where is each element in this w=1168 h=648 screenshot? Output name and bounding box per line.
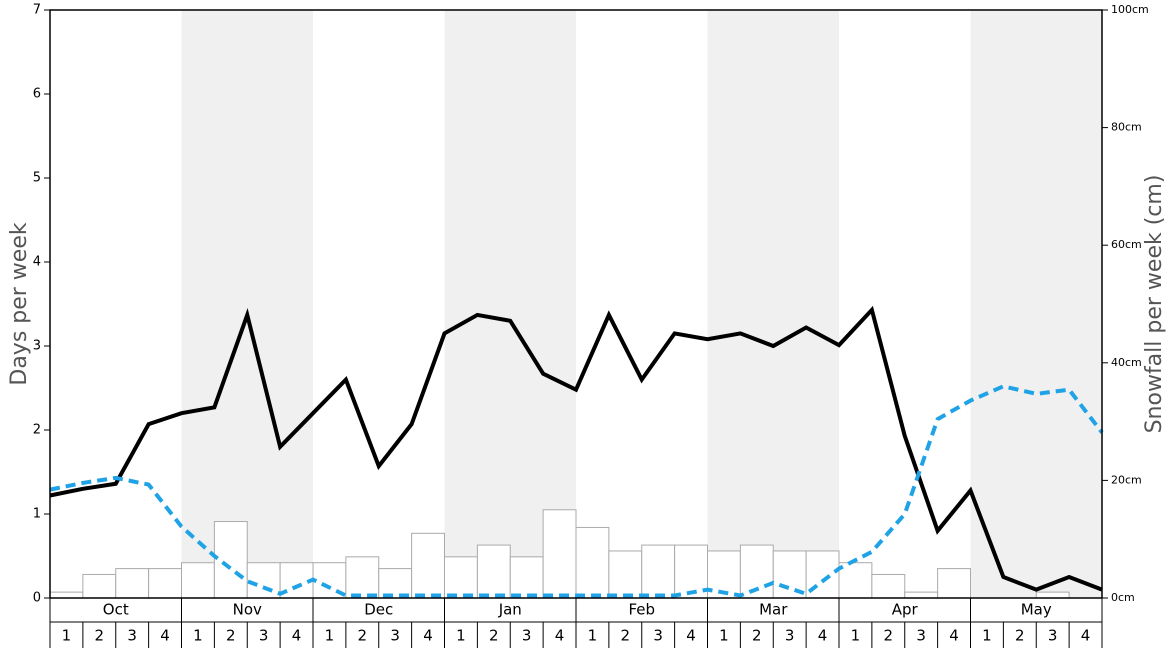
month-label: Nov bbox=[233, 601, 262, 619]
week-label: 2 bbox=[884, 627, 894, 645]
week-label: 4 bbox=[949, 627, 959, 645]
bar bbox=[345, 556, 380, 599]
y-tick-label: 4 bbox=[33, 255, 41, 270]
bar bbox=[641, 544, 676, 599]
week-label: 3 bbox=[259, 627, 269, 645]
month-shade bbox=[444, 10, 576, 598]
week-label: 1 bbox=[588, 627, 598, 645]
month-label: Apr bbox=[892, 601, 919, 619]
month-label: Feb bbox=[628, 601, 655, 619]
week-label: 2 bbox=[752, 627, 762, 645]
y2-tick-label: 20cm bbox=[1111, 473, 1142, 486]
y-tick-label: 7 bbox=[33, 3, 41, 18]
week-label: 4 bbox=[818, 627, 828, 645]
week-label: 3 bbox=[1048, 627, 1058, 645]
week-label: 4 bbox=[160, 627, 170, 645]
bar bbox=[213, 521, 248, 599]
y-tick-label: 5 bbox=[33, 171, 41, 186]
week-label: 1 bbox=[851, 627, 861, 645]
bar bbox=[246, 562, 281, 599]
week-label: 4 bbox=[292, 627, 302, 645]
bar bbox=[476, 544, 511, 599]
bar bbox=[148, 568, 182, 599]
bar bbox=[937, 568, 971, 599]
bar bbox=[115, 568, 150, 599]
y2-tick-label: 60cm bbox=[1111, 238, 1142, 251]
y-tick-label: 3 bbox=[33, 339, 41, 354]
bar bbox=[411, 532, 445, 599]
bar bbox=[509, 556, 544, 599]
y-tick-label: 2 bbox=[33, 423, 41, 438]
y-tick-label: 6 bbox=[33, 87, 41, 102]
y2-tick-label: 0cm bbox=[1111, 591, 1135, 604]
week-label: 2 bbox=[226, 627, 236, 645]
y2-axis-label: Snowfall per week (cm) bbox=[1142, 175, 1167, 434]
week-label: 1 bbox=[719, 627, 729, 645]
line bbox=[49, 384, 1104, 598]
y-tick-label: 1 bbox=[33, 507, 41, 522]
month-label: Dec bbox=[364, 601, 393, 619]
bar bbox=[805, 550, 840, 599]
bar bbox=[838, 562, 873, 599]
week-label: 3 bbox=[127, 627, 137, 645]
week-label: 2 bbox=[489, 627, 499, 645]
week-label: 3 bbox=[785, 627, 795, 645]
week-label: 2 bbox=[621, 627, 631, 645]
bar bbox=[871, 573, 906, 599]
line bbox=[49, 305, 1103, 592]
week-label: 4 bbox=[1081, 627, 1091, 645]
y2-tick-label: 40cm bbox=[1111, 356, 1142, 369]
bar bbox=[378, 568, 413, 599]
week-label: 1 bbox=[325, 627, 335, 645]
week-label: 2 bbox=[95, 627, 105, 645]
bar bbox=[49, 591, 84, 599]
bar bbox=[542, 509, 577, 599]
week-label: 3 bbox=[522, 627, 532, 645]
month-shade bbox=[181, 10, 313, 598]
month-shade bbox=[970, 10, 1102, 598]
week-label: 4 bbox=[423, 627, 433, 645]
month-label: Oct bbox=[103, 601, 129, 619]
bar bbox=[181, 562, 215, 599]
month-label: Mar bbox=[759, 601, 788, 619]
month-label: May bbox=[1021, 601, 1052, 619]
week-label: 1 bbox=[982, 627, 992, 645]
y2-tick-label: 80cm bbox=[1111, 121, 1142, 134]
week-label: 1 bbox=[456, 627, 466, 645]
week-label: 2 bbox=[1015, 627, 1025, 645]
week-label: 3 bbox=[653, 627, 663, 645]
month-shade bbox=[707, 10, 839, 598]
week-label: 3 bbox=[916, 627, 926, 645]
y2-tick-label: 100cm bbox=[1111, 3, 1149, 16]
y-axis-label: Days per week bbox=[7, 222, 32, 385]
week-label: 1 bbox=[62, 627, 72, 645]
bar bbox=[82, 573, 117, 599]
y-tick-label: 0 bbox=[33, 591, 41, 606]
week-label: 3 bbox=[390, 627, 400, 645]
bar bbox=[444, 556, 478, 599]
week-label: 1 bbox=[193, 627, 203, 645]
week-label: 2 bbox=[358, 627, 368, 645]
week-label: 4 bbox=[555, 627, 565, 645]
bar bbox=[575, 526, 610, 599]
bar bbox=[1035, 591, 1070, 599]
month-label: Jan bbox=[498, 601, 522, 619]
bar bbox=[904, 591, 939, 599]
bar bbox=[608, 550, 643, 599]
week-label: 4 bbox=[686, 627, 696, 645]
